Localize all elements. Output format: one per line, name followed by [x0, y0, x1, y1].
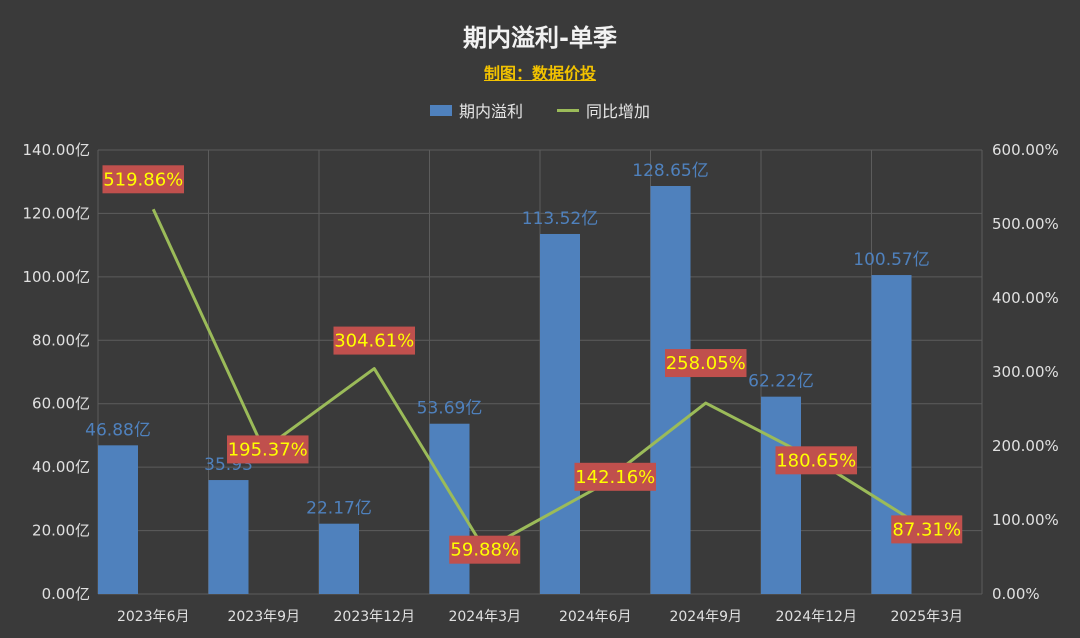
- right-axis-tick-label: 500.00%: [992, 215, 1059, 233]
- page-title: 期内溢利-单季: [463, 24, 617, 52]
- line-label-badge: [574, 462, 656, 491]
- right-axis-tick-label: 100.00%: [992, 511, 1059, 529]
- bar: [650, 185, 691, 594]
- bar-data-label: 113.52亿: [522, 209, 598, 229]
- left-axis-tick-label: 20.00亿: [32, 522, 90, 540]
- legend-item-line: 同比增加: [557, 98, 650, 122]
- legend-bar-label: 期内溢利: [458, 102, 523, 121]
- line-data-label: 258.05%: [666, 353, 746, 374]
- x-axis-tick-label: 2023年12月: [334, 609, 415, 625]
- right-axis-tick-label: 300.00%: [992, 363, 1059, 381]
- x-axis-tick-label: 2025年3月: [890, 609, 963, 625]
- bar-data-label: 100.57亿: [853, 250, 929, 270]
- left-axis-tick-label: 40.00亿: [32, 458, 90, 476]
- bar: [208, 480, 249, 594]
- line-data-label: 195.37%: [228, 439, 308, 460]
- line-label-badge: [775, 446, 857, 475]
- x-axis-tick-label: 2024年12月: [776, 609, 857, 625]
- line-label-badge: [449, 535, 521, 564]
- left-axis-tick-label: 60.00亿: [32, 395, 90, 413]
- bar-data-label: 62.22亿: [748, 372, 814, 392]
- line-label-badge: [102, 165, 184, 194]
- right-axis-tick-label: 0.00%: [992, 585, 1040, 603]
- right-axis-tick-label: 600.00%: [992, 141, 1059, 159]
- bar-data-label: 22.17亿: [306, 499, 372, 519]
- chart-subtitle: 制图：数据价投: [483, 64, 596, 83]
- line-data-label: 519.86%: [103, 169, 183, 190]
- line-label-badge: [665, 349, 747, 378]
- line-data-label: 180.65%: [776, 450, 856, 471]
- bar-data-label: 53.69亿: [417, 399, 483, 419]
- legend-line-swatch: [557, 108, 579, 112]
- x-axis-tick-label: 2023年6月: [117, 609, 190, 625]
- left-axis-tick-label: 100.00亿: [23, 268, 91, 286]
- x-axis-tick-label: 2024年3月: [448, 609, 521, 625]
- line-label-badge: [891, 515, 963, 544]
- x-axis-tick-label: 2023年9月: [227, 609, 300, 625]
- left-axis-tick-label: 0.00亿: [42, 585, 90, 603]
- bar: [761, 396, 801, 594]
- line-data-label: 59.88%: [450, 540, 519, 561]
- x-axis-tick-label: 2024年9月: [669, 609, 742, 625]
- line-data-label: 304.61%: [334, 331, 414, 352]
- line-label-badge: [227, 435, 309, 464]
- bar: [871, 275, 912, 594]
- left-axis-tick-label: 140.00亿: [23, 141, 91, 159]
- left-axis-tick-label: 120.00亿: [23, 204, 91, 222]
- bar-data-label: 128.65亿: [632, 161, 708, 181]
- left-axis-tick-label: 80.00亿: [32, 331, 90, 349]
- line-label-badge: [333, 326, 415, 355]
- bar-data-label: 46.88亿: [85, 420, 151, 440]
- legend-item-bar: 期内溢利: [429, 98, 523, 122]
- bar: [540, 233, 580, 594]
- right-axis-tick-label: 400.00%: [992, 289, 1059, 307]
- bar: [429, 423, 470, 594]
- bar: [319, 523, 359, 594]
- legend-line-label: 同比增加: [586, 102, 651, 121]
- line-data-label: 87.31%: [892, 519, 961, 540]
- x-axis-tick-label: 2024年6月: [559, 609, 632, 625]
- line-data-label: 142.16%: [575, 467, 655, 488]
- legend-bar-swatch: [429, 104, 452, 116]
- chart-legend: 期内溢利 同比增加: [0, 98, 1080, 122]
- right-axis-tick-label: 200.00%: [992, 437, 1059, 455]
- bar: [98, 445, 138, 594]
